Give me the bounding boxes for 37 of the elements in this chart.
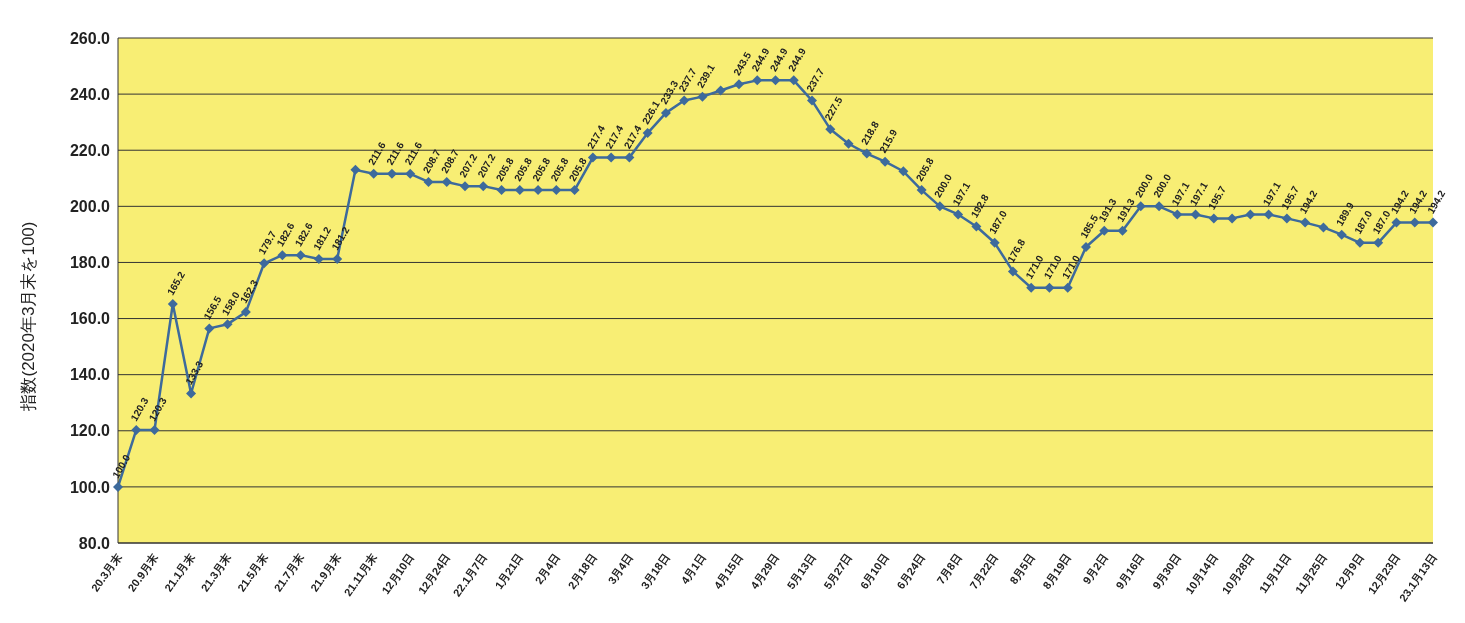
x-tick-label: 11月11日: [1256, 551, 1293, 596]
x-tick-label: 9月30日: [1149, 551, 1183, 592]
y-tick-label: 180.0: [69, 254, 111, 272]
x-tick-label: 4月29日: [748, 551, 782, 592]
y-tick-label: 220.0: [69, 141, 111, 159]
x-tick-label: 6月10日: [857, 551, 891, 592]
y-tick-label: 240.0: [69, 85, 111, 103]
x-tick-label: 3月18日: [638, 551, 672, 592]
x-tick-label: 8月5日: [1007, 551, 1037, 587]
x-tick-label: 5月13日: [784, 551, 818, 592]
x-tick-label: 9月2日: [1080, 551, 1110, 587]
y-axis-title: 指数(2020年3月末を100): [19, 221, 39, 412]
x-tick-label: 12月9日: [1332, 551, 1366, 592]
x-tick-label: 7月8日: [934, 551, 964, 587]
x-tick-label: 12月24日: [415, 551, 453, 597]
x-tick-label: 12月10日: [379, 551, 416, 597]
x-tick-label: 10月14日: [1182, 551, 1220, 597]
x-tick-label: 10月28日: [1219, 551, 1256, 597]
x-tick-label: 6月24日: [894, 551, 928, 592]
x-tick-label: 7月22日: [967, 551, 1001, 592]
y-tick-label: 160.0: [69, 310, 111, 328]
x-tick-label: 9月16日: [1113, 551, 1147, 592]
x-tick-label: 3月4日: [605, 551, 636, 587]
x-tick-label: 4月1日: [678, 551, 709, 587]
x-tick-label: 1月21日: [492, 551, 526, 592]
y-tick-label: 140.0: [69, 366, 111, 384]
x-tick-label: 5月27日: [821, 551, 855, 592]
y-tick-label: 260.0: [69, 29, 111, 47]
x-tick-label: 4月15日: [711, 551, 745, 592]
y-tick-label: 120.0: [69, 422, 111, 440]
x-tick-label: 2月18日: [565, 551, 599, 592]
y-tick-label: 80.0: [78, 534, 111, 552]
x-tick-label: 2月4日: [532, 551, 562, 587]
y-tick-label: 200.0: [69, 198, 111, 216]
y-tick-label: 100.0: [69, 478, 111, 496]
x-tick-label: 8月19日: [1040, 551, 1074, 592]
x-tick-label: 11月25日: [1292, 551, 1330, 596]
